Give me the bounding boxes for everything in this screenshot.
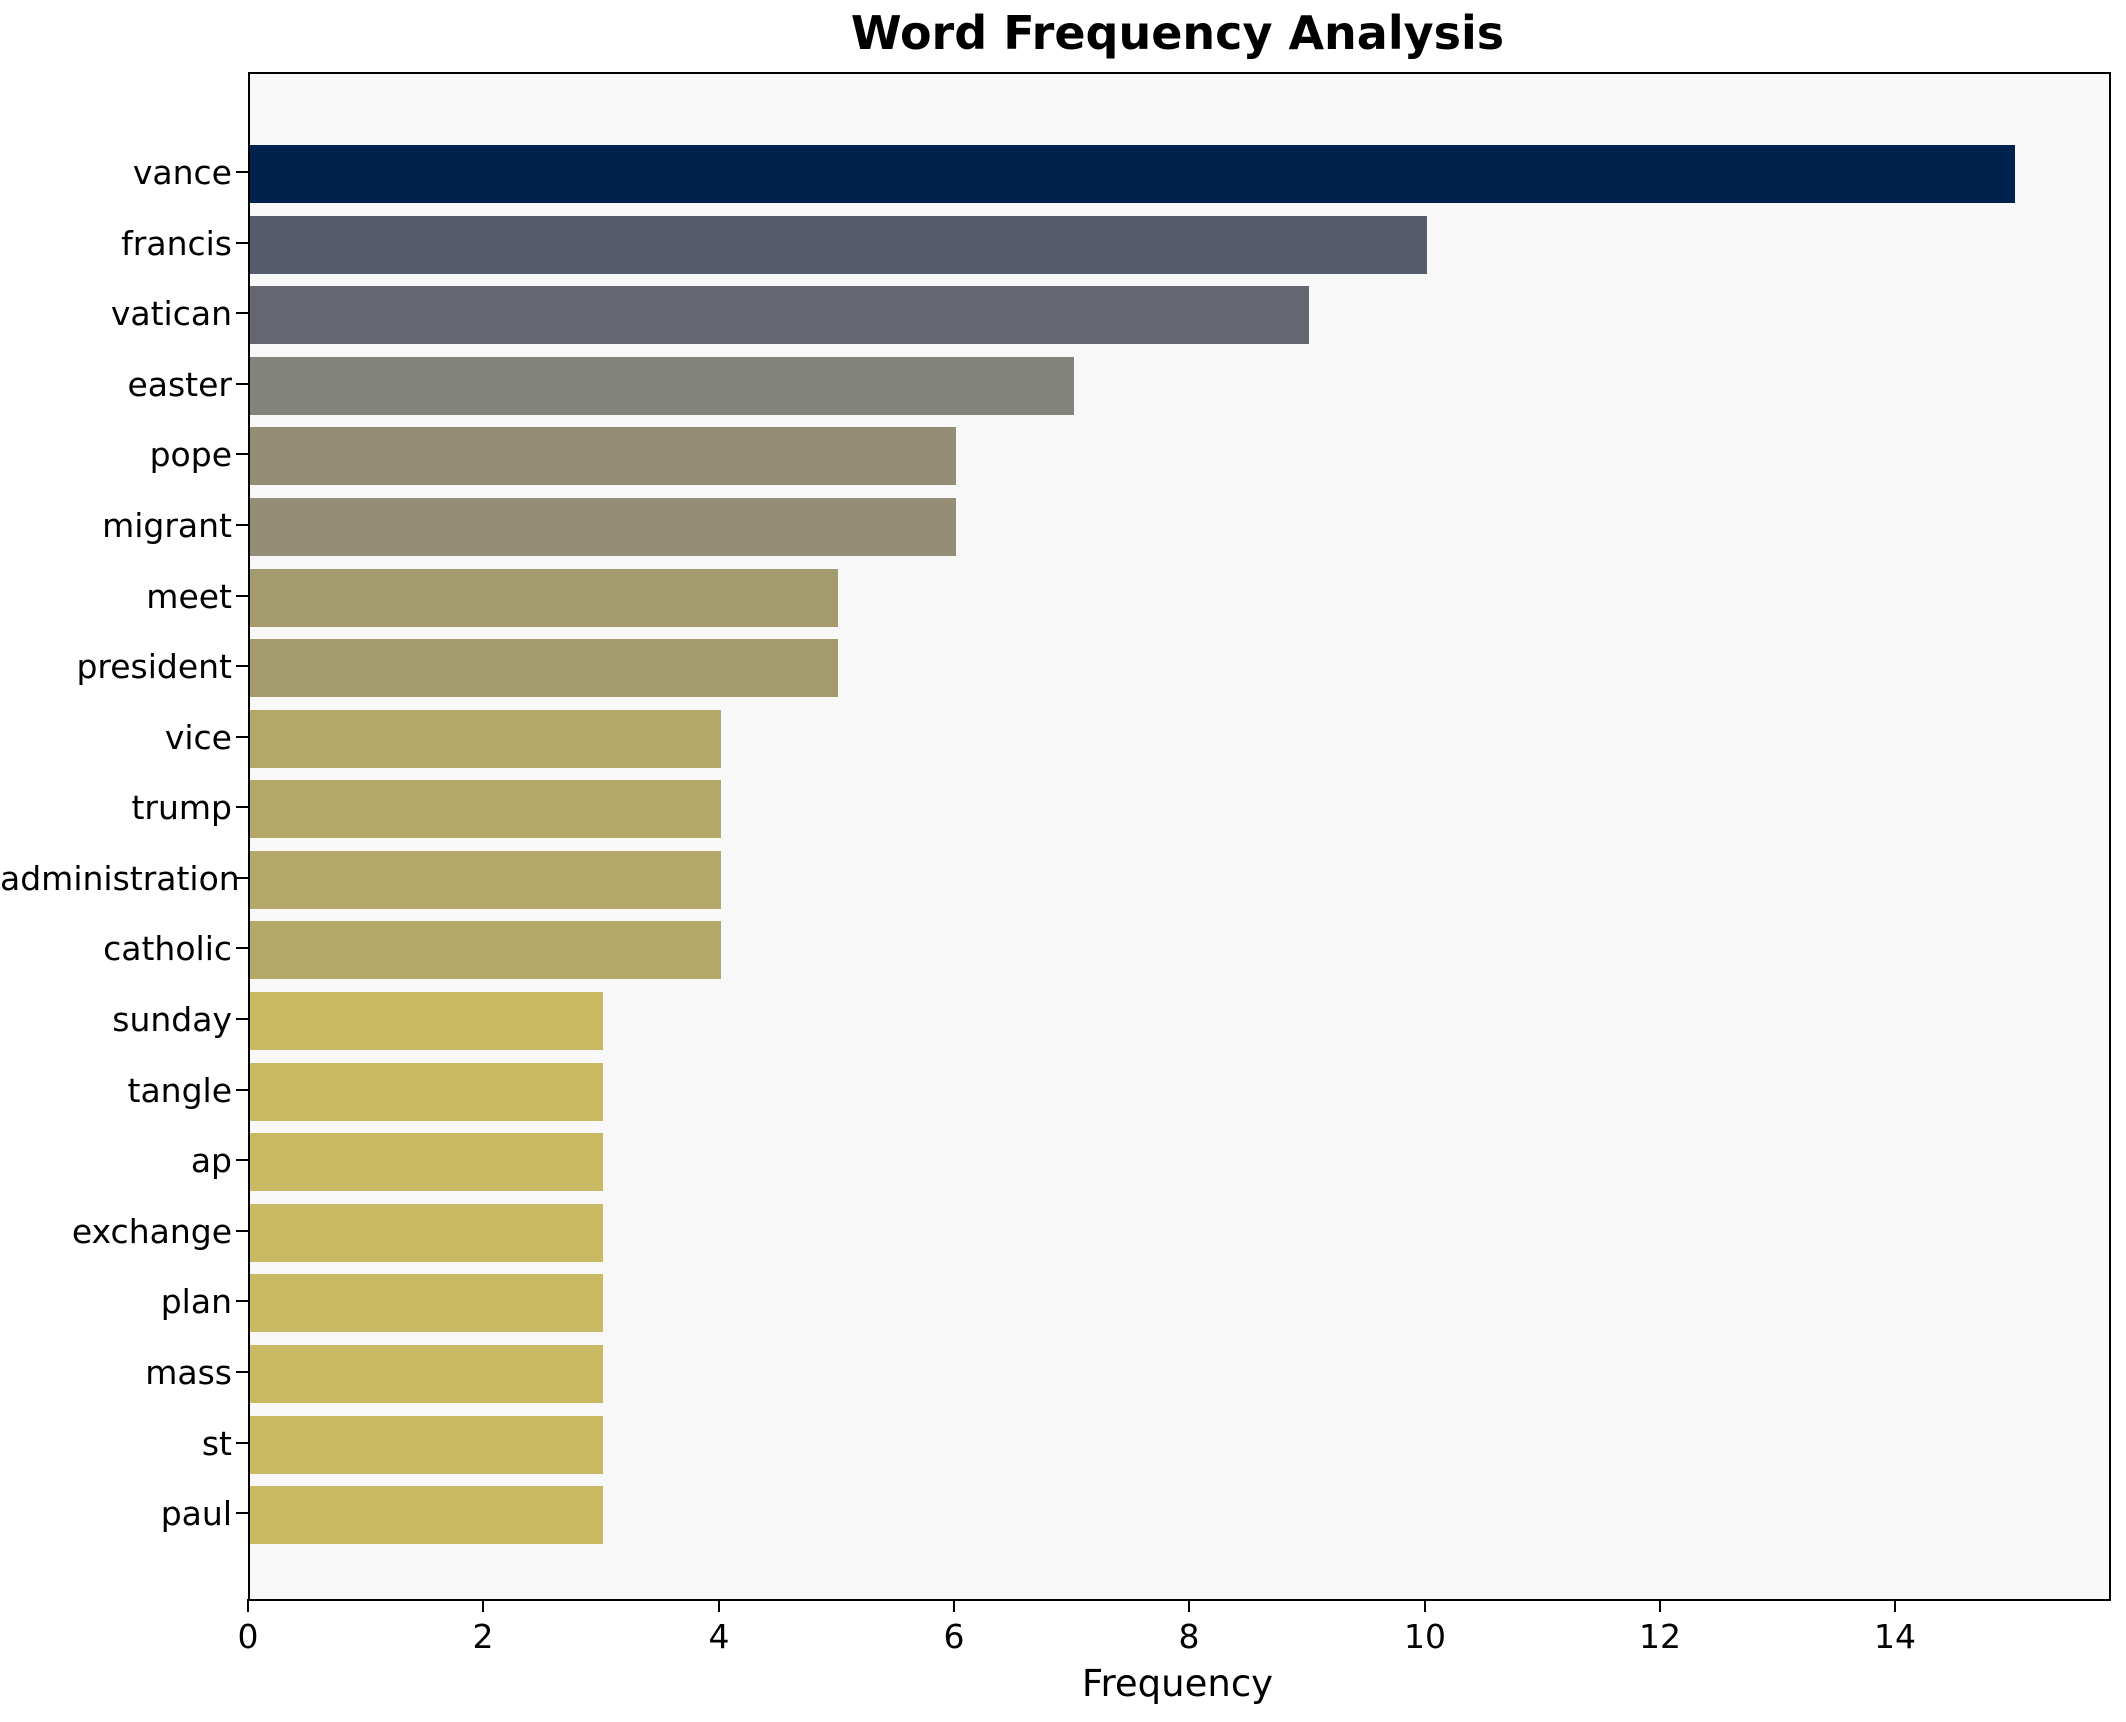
ytick-mark bbox=[236, 383, 248, 385]
xtick-mark bbox=[718, 1599, 720, 1612]
xtick-mark bbox=[1424, 1599, 1426, 1612]
bar-migrant bbox=[250, 498, 956, 556]
ytick-mark bbox=[236, 736, 248, 738]
ytick-mark bbox=[236, 1442, 248, 1444]
chart-title: Word Frequency Analysis bbox=[850, 6, 1505, 60]
ytick-label-exchange: exchange bbox=[71, 1212, 232, 1251]
bar-vatican bbox=[250, 286, 1309, 344]
xtick-mark bbox=[482, 1599, 484, 1612]
bar-trump bbox=[250, 780, 721, 838]
ytick-label-paul: paul bbox=[160, 1494, 232, 1533]
xtick-mark bbox=[1659, 1599, 1661, 1612]
ytick-label-sunday: sunday bbox=[112, 1000, 232, 1039]
ytick-label-st: st bbox=[201, 1424, 232, 1463]
bar-sunday bbox=[250, 992, 603, 1050]
xtick-mark bbox=[1188, 1599, 1190, 1612]
ytick-mark bbox=[236, 1300, 248, 1302]
ytick-label-pope: pope bbox=[149, 435, 232, 474]
ytick-mark bbox=[236, 242, 248, 244]
ytick-mark bbox=[236, 1230, 248, 1232]
ytick-label-vance: vance bbox=[132, 153, 232, 192]
ytick-mark bbox=[236, 806, 248, 808]
ytick-label-plan: plan bbox=[160, 1282, 232, 1321]
bar-vance bbox=[250, 145, 2015, 203]
ytick-mark bbox=[236, 524, 248, 526]
xtick-label-12: 12 bbox=[1639, 1617, 1681, 1656]
ytick-mark bbox=[236, 1089, 248, 1091]
xtick-mark bbox=[953, 1599, 955, 1612]
bar-tangle bbox=[250, 1063, 603, 1121]
ytick-mark bbox=[236, 1371, 248, 1373]
bar-ap bbox=[250, 1133, 603, 1191]
bar-francis bbox=[250, 216, 1427, 274]
ytick-label-ap: ap bbox=[190, 1141, 232, 1180]
xtick-label-0: 0 bbox=[237, 1617, 259, 1656]
xtick-mark bbox=[1894, 1599, 1896, 1612]
x-axis-label: Frequency bbox=[1081, 1662, 1274, 1705]
bar-meet bbox=[250, 569, 838, 627]
xtick-mark bbox=[247, 1599, 249, 1612]
ytick-mark bbox=[236, 1512, 248, 1514]
xtick-label-14: 14 bbox=[1874, 1617, 1916, 1656]
bar-vice bbox=[250, 710, 721, 768]
ytick-label-president: president bbox=[76, 647, 232, 686]
bar-pope bbox=[250, 427, 956, 485]
xtick-label-2: 2 bbox=[472, 1617, 494, 1656]
ytick-mark bbox=[236, 1159, 248, 1161]
ytick-label-migrant: migrant bbox=[102, 506, 232, 545]
ytick-label-trump: trump bbox=[131, 788, 232, 827]
ytick-label-vice: vice bbox=[164, 718, 232, 757]
bar-mass bbox=[250, 1345, 603, 1403]
bar-catholic bbox=[250, 921, 721, 979]
ytick-label-meet: meet bbox=[146, 577, 232, 616]
ytick-label-catholic: catholic bbox=[103, 929, 232, 968]
ytick-mark bbox=[236, 171, 248, 173]
ytick-label-administration: administration bbox=[0, 859, 240, 898]
bar-easter bbox=[250, 357, 1074, 415]
ytick-mark bbox=[236, 453, 248, 455]
bar-exchange bbox=[250, 1204, 603, 1262]
bar-plan bbox=[250, 1274, 603, 1332]
ytick-label-mass: mass bbox=[145, 1353, 232, 1392]
bar-president bbox=[250, 639, 838, 697]
ytick-mark bbox=[236, 665, 248, 667]
ytick-mark bbox=[236, 595, 248, 597]
ytick-label-easter: easter bbox=[127, 365, 232, 404]
xtick-label-4: 4 bbox=[708, 1617, 730, 1656]
bar-administration bbox=[250, 851, 721, 909]
bar-st bbox=[250, 1416, 603, 1474]
xtick-label-6: 6 bbox=[943, 1617, 965, 1656]
ytick-label-vatican: vatican bbox=[110, 294, 232, 333]
xtick-label-8: 8 bbox=[1178, 1617, 1200, 1656]
ytick-mark bbox=[236, 312, 248, 314]
ytick-label-francis: francis bbox=[121, 224, 232, 263]
xtick-label-10: 10 bbox=[1404, 1617, 1446, 1656]
ytick-mark bbox=[236, 947, 248, 949]
bar-paul bbox=[250, 1486, 603, 1544]
plot-area bbox=[248, 72, 2111, 1601]
ytick-mark bbox=[236, 1018, 248, 1020]
ytick-label-tangle: tangle bbox=[127, 1071, 233, 1110]
ytick-mark bbox=[236, 877, 248, 879]
